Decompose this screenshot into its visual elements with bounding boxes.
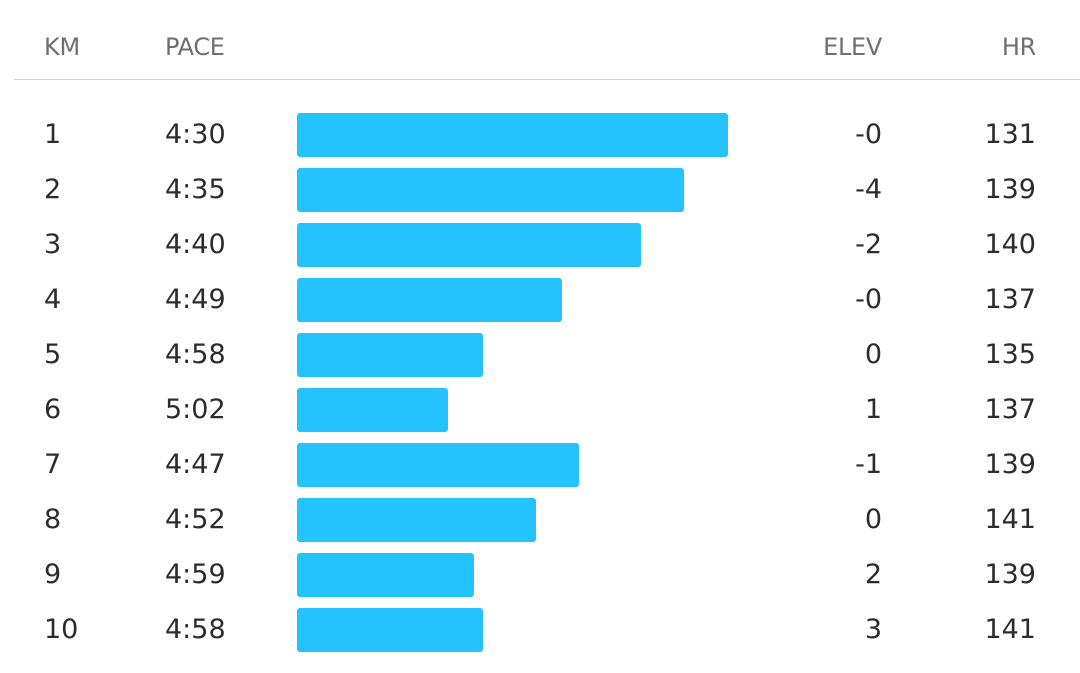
pace-bar — [297, 608, 483, 652]
pace-bar — [297, 333, 483, 377]
split-row: 4 4:49 -0 137 — [0, 278, 1080, 333]
pace-bar — [297, 113, 728, 157]
split-hr: 141 — [984, 504, 1036, 535]
split-elev: -4 — [855, 174, 882, 205]
split-hr: 139 — [984, 449, 1036, 480]
header-pace: PACE — [165, 33, 225, 61]
split-row: 1 4:30 -0 131 — [0, 113, 1080, 168]
split-elev: 0 — [864, 339, 882, 370]
split-row: 3 4:40 -2 140 — [0, 223, 1080, 278]
split-row: 10 4:58 3 141 — [0, 608, 1080, 663]
split-km: 10 — [44, 614, 79, 645]
pace-bar — [297, 553, 474, 597]
split-hr: 137 — [984, 284, 1036, 315]
pace-bar — [297, 443, 579, 487]
split-km: 7 — [44, 449, 62, 480]
split-km: 1 — [44, 119, 62, 150]
split-hr: 137 — [984, 394, 1036, 425]
split-elev: -0 — [855, 119, 882, 150]
split-hr: 139 — [984, 559, 1036, 590]
split-pace: 4:35 — [165, 174, 226, 205]
pace-bar — [297, 223, 641, 267]
split-elev: 1 — [864, 394, 882, 425]
split-pace: 4:47 — [165, 449, 226, 480]
split-km: 4 — [44, 284, 62, 315]
split-km: 9 — [44, 559, 62, 590]
split-row: 7 4:47 -1 139 — [0, 443, 1080, 498]
pace-bar — [297, 388, 448, 432]
split-pace: 4:52 — [165, 504, 226, 535]
header-elev: ELEV — [823, 33, 882, 61]
header-hr: HR — [1001, 33, 1036, 61]
split-hr: 141 — [984, 614, 1036, 645]
pace-bar — [297, 168, 684, 212]
split-km: 3 — [44, 229, 62, 260]
split-pace: 5:02 — [165, 394, 226, 425]
split-km: 2 — [44, 174, 62, 205]
split-pace: 4:59 — [165, 559, 226, 590]
split-row: 6 5:02 1 137 — [0, 388, 1080, 443]
split-pace: 4:40 — [165, 229, 226, 260]
split-row: 8 4:52 0 141 — [0, 498, 1080, 553]
split-elev: -2 — [855, 229, 882, 260]
split-row: 2 4:35 -4 139 — [0, 168, 1080, 223]
split-pace: 4:58 — [165, 614, 226, 645]
split-pace: 4:58 — [165, 339, 226, 370]
pace-bar — [297, 278, 562, 322]
split-elev: -0 — [855, 284, 882, 315]
split-row: 5 4:58 0 135 — [0, 333, 1080, 388]
split-hr: 140 — [984, 229, 1036, 260]
header-divider — [14, 79, 1080, 80]
split-hr: 131 — [984, 119, 1036, 150]
split-elev: 2 — [864, 559, 882, 590]
split-elev: 3 — [864, 614, 882, 645]
split-elev: -1 — [855, 449, 882, 480]
split-hr: 135 — [984, 339, 1036, 370]
split-km: 6 — [44, 394, 62, 425]
split-pace: 4:30 — [165, 119, 226, 150]
header-km: KM — [44, 33, 80, 61]
split-elev: 0 — [864, 504, 882, 535]
split-hr: 139 — [984, 174, 1036, 205]
split-km: 5 — [44, 339, 62, 370]
split-km: 8 — [44, 504, 62, 535]
splits-header: KM PACE ELEV HR — [0, 0, 1080, 80]
split-pace: 4:49 — [165, 284, 226, 315]
split-row: 9 4:59 2 139 — [0, 553, 1080, 608]
pace-bar — [297, 498, 536, 542]
